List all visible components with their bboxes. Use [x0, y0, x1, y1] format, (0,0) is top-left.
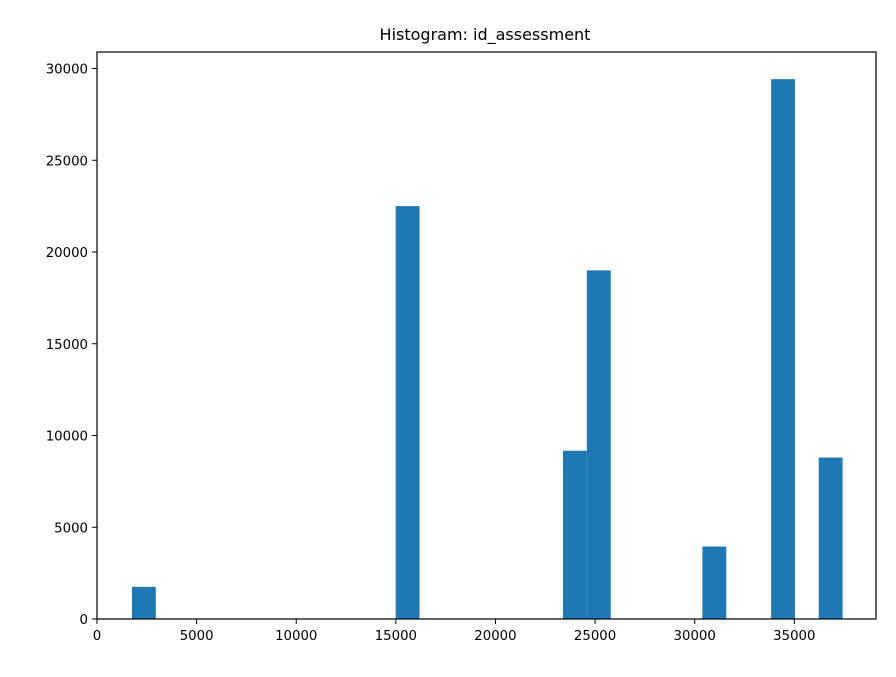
histogram-bar [702, 546, 727, 619]
chart-title: Histogram: id_assessment [380, 25, 591, 45]
x-axis-ticks: 0 5000 10000 15000 20000 25000 30000 35000 [93, 619, 815, 644]
bars-layer [131, 79, 843, 619]
plot-frame [96, 51, 877, 620]
x-tick-label: 15000 [375, 629, 417, 644]
histogram-bar [586, 270, 611, 619]
histogram-bar [395, 206, 420, 619]
y-tick-label: 20000 [46, 246, 88, 261]
y-tick-label: 15000 [46, 338, 88, 353]
x-tick-label: 25000 [574, 629, 616, 644]
histogram-bar [818, 457, 843, 619]
y-tick-label: 30000 [46, 63, 88, 78]
x-tick-label: 30000 [674, 629, 716, 644]
y-tick-label: 5000 [54, 521, 88, 536]
y-axis-ticks: 0 5000 10000 15000 20000 25000 30000 [46, 63, 97, 628]
histogram-bar [131, 586, 156, 619]
y-tick-label: 25000 [46, 154, 88, 169]
x-tick-label: 35000 [773, 629, 815, 644]
x-tick-label: 0 [93, 629, 101, 644]
x-tick-label: 20000 [474, 629, 516, 644]
histogram-bar [563, 450, 587, 619]
x-tick-label: 10000 [275, 629, 317, 644]
histogram-bar [771, 79, 795, 619]
y-tick-label: 0 [80, 613, 88, 628]
y-tick-label: 10000 [46, 430, 88, 445]
x-tick-label: 5000 [180, 629, 214, 644]
